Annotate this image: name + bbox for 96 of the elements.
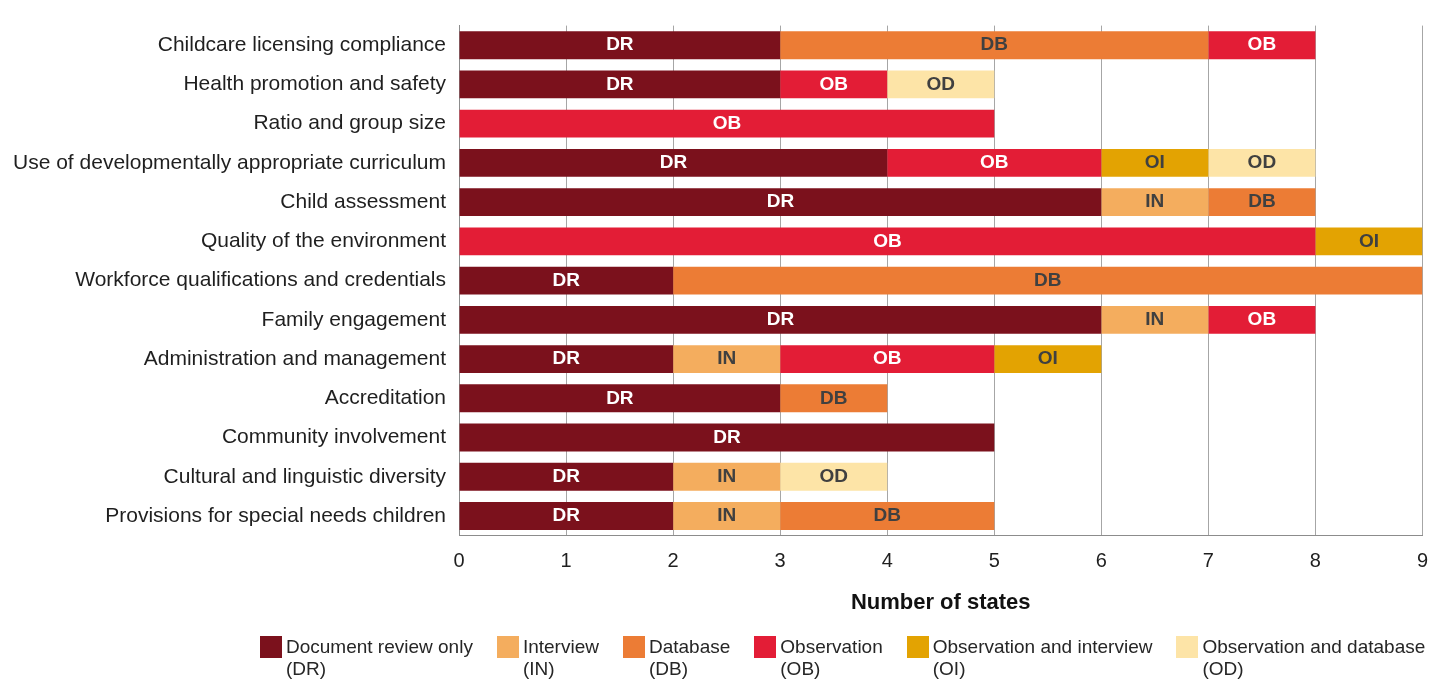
bar [673, 462, 781, 491]
bar [459, 31, 781, 60]
y-tick-label: Family engagement [261, 306, 447, 330]
data-label: OI [1144, 151, 1165, 173]
bar [1101, 305, 1209, 334]
y-tick-label: Use of developmentally appropriate curriculum [13, 149, 447, 173]
data-label: DB [980, 33, 1008, 55]
data-label: OI [1037, 347, 1058, 369]
bar [459, 384, 781, 413]
data-label: OB [712, 111, 742, 133]
bar [780, 462, 888, 491]
data-label: DB [819, 386, 848, 408]
data-label: DB [873, 504, 901, 526]
legend-label: Database (DB) [648, 636, 731, 680]
x-tick-label: 1 [560, 549, 572, 572]
data-label: OB [872, 347, 902, 369]
data-label: DR [552, 464, 581, 486]
data-label: OD [926, 72, 955, 94]
y-tick-label: Child assessment [280, 188, 447, 212]
x-axis-title: Number of states [850, 588, 1031, 614]
x-tick-label: 6 [1095, 549, 1107, 572]
data-label: DR [766, 308, 795, 330]
data-label: IN [1145, 190, 1165, 212]
data-label: IN [717, 347, 737, 369]
data-label: OB [1247, 33, 1277, 55]
x-tick-label: 3 [774, 549, 786, 572]
bar [887, 148, 1102, 177]
y-tick-label: Administration and management [143, 345, 447, 369]
bar [459, 345, 674, 373]
x-tick-label: 9 [1416, 549, 1428, 572]
x-tick-label: 0 [453, 549, 465, 572]
legend-label: Observation (OB) [780, 636, 883, 680]
data-label: DR [606, 72, 634, 94]
bar [459, 188, 1102, 217]
bar [459, 227, 1316, 256]
bar [1208, 188, 1316, 217]
data-label: DR [552, 504, 581, 526]
data-label: DB [1248, 190, 1276, 212]
bar [780, 31, 1209, 60]
bar [459, 109, 995, 138]
x-tick-label: 2 [667, 549, 679, 572]
bar [459, 305, 1102, 334]
y-tick-label: Accreditation [324, 385, 447, 409]
bar [780, 502, 995, 530]
bar [1315, 227, 1423, 256]
data-label: OB [1247, 308, 1277, 330]
bar [673, 502, 781, 530]
legend-label: Document review only (DR) [286, 636, 473, 680]
data-label: OB [819, 72, 848, 94]
bar [780, 345, 995, 373]
legend-label: Observation and interview (OI) [932, 636, 1153, 680]
legend-label: Interview (IN) [522, 636, 599, 680]
bar [1101, 188, 1209, 217]
y-tick-label: Community involvement [221, 424, 447, 448]
data-label: OI [1358, 229, 1379, 251]
bar [459, 70, 781, 99]
x-tick-label: 5 [988, 549, 1000, 572]
data-label: DR [552, 268, 581, 290]
y-tick-label: Childcare licensing compliance [157, 32, 447, 56]
y-tick-label: Health promotion and safety [183, 71, 447, 95]
data-label: DR [713, 425, 741, 447]
data-label: OD [819, 464, 848, 486]
data-label: IN [1145, 308, 1165, 330]
data-label: DB [1034, 268, 1062, 290]
data-label: OB [980, 151, 1009, 173]
data-label: OD [1247, 151, 1277, 173]
x-tick-label: 4 [881, 549, 893, 572]
bar [994, 345, 1102, 373]
bar [459, 266, 674, 295]
bar [459, 462, 674, 491]
data-label: OB [873, 229, 902, 251]
data-label: DR [552, 347, 581, 369]
bar [673, 266, 1423, 295]
bar [1208, 305, 1316, 334]
legend-label: Observation and database (OD) [1202, 636, 1426, 680]
y-tick-label: Provisions for special needs children [105, 502, 447, 526]
bar [1208, 148, 1316, 177]
bar [459, 423, 995, 452]
data-label: DR [659, 151, 688, 173]
x-tick-label: 8 [1309, 549, 1321, 572]
data-label: DR [766, 190, 795, 212]
data-label: DR [606, 33, 634, 55]
x-tick-label: 7 [1202, 549, 1214, 572]
bar [459, 502, 674, 530]
data-label: DR [606, 386, 634, 408]
y-tick-label: Ratio and group size [253, 110, 447, 134]
data-label: IN [717, 464, 737, 486]
bar [459, 148, 888, 177]
data-label: IN [717, 504, 737, 526]
bar [1101, 148, 1209, 177]
bar [1208, 31, 1316, 60]
bar [673, 345, 781, 373]
bar [780, 384, 888, 413]
y-tick-label: Quality of the environment [200, 228, 447, 252]
y-tick-label: Workforce qualifications and credentials [75, 267, 447, 291]
y-tick-label: Cultural and linguistic diversity [163, 463, 447, 487]
